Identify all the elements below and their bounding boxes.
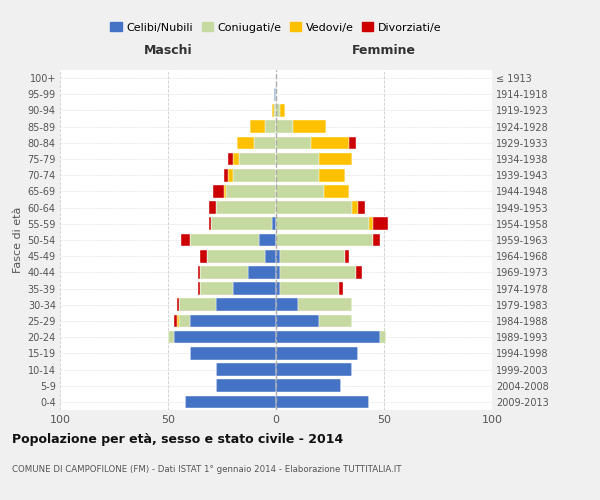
Bar	[215, 298, 276, 311]
Bar	[276, 185, 323, 198]
Bar	[274, 88, 276, 101]
Bar	[276, 120, 293, 133]
Bar	[323, 185, 349, 198]
Bar	[276, 152, 319, 166]
Bar	[209, 218, 211, 230]
Text: COMUNE DI CAMPOFILONE (FM) - Dati ISTAT 1° gennaio 2014 - Elaborazione TUTTITALI: COMUNE DI CAMPOFILONE (FM) - Dati ISTAT …	[12, 465, 401, 474]
Bar	[274, 104, 276, 117]
Bar	[280, 282, 338, 295]
Bar	[276, 380, 341, 392]
Bar	[276, 234, 373, 246]
Bar	[200, 250, 207, 262]
Bar	[215, 363, 276, 376]
Bar	[224, 169, 229, 181]
Bar	[175, 331, 276, 344]
Bar	[276, 104, 280, 117]
Bar	[298, 298, 352, 311]
Bar	[345, 250, 349, 262]
Bar	[276, 202, 352, 214]
Bar	[226, 185, 276, 198]
Bar	[319, 314, 352, 328]
Bar	[352, 202, 358, 214]
Bar	[211, 218, 272, 230]
Bar	[190, 234, 259, 246]
Bar	[276, 363, 352, 376]
Bar	[380, 331, 386, 344]
Bar	[239, 152, 276, 166]
Bar	[190, 347, 276, 360]
Bar	[349, 136, 356, 149]
Bar	[250, 120, 265, 133]
Bar	[214, 185, 224, 198]
Bar	[176, 314, 179, 328]
Bar	[276, 298, 298, 311]
Bar	[200, 282, 233, 295]
Bar	[229, 152, 233, 166]
Bar	[280, 266, 356, 278]
Bar	[233, 282, 276, 295]
Text: Maschi: Maschi	[143, 44, 193, 57]
Bar	[200, 266, 248, 278]
Bar	[373, 234, 380, 246]
Bar	[179, 298, 215, 311]
Bar	[276, 218, 369, 230]
Legend: Celibi/Nubili, Coniugati/e, Vedovi/e, Divorziati/e: Celibi/Nubili, Coniugati/e, Vedovi/e, Di…	[106, 18, 446, 37]
Bar	[175, 314, 176, 328]
Bar	[373, 218, 388, 230]
Bar	[259, 234, 276, 246]
Bar	[233, 169, 276, 181]
Bar	[338, 282, 343, 295]
Bar	[215, 202, 276, 214]
Bar	[276, 169, 319, 181]
Bar	[276, 266, 280, 278]
Bar	[209, 202, 215, 214]
Bar	[181, 234, 190, 246]
Bar	[185, 396, 276, 408]
Bar	[176, 298, 179, 311]
Text: Femmine: Femmine	[352, 44, 416, 57]
Bar	[276, 314, 319, 328]
Bar	[272, 218, 276, 230]
Bar	[215, 380, 276, 392]
Bar	[276, 396, 369, 408]
Bar	[237, 136, 254, 149]
Bar	[276, 331, 380, 344]
Bar	[248, 266, 276, 278]
Bar	[198, 282, 200, 295]
Bar	[280, 104, 284, 117]
Bar	[207, 250, 265, 262]
Bar	[319, 152, 352, 166]
Bar	[358, 202, 365, 214]
Bar	[276, 282, 280, 295]
Bar	[276, 347, 358, 360]
Bar	[276, 136, 311, 149]
Bar	[356, 266, 362, 278]
Y-axis label: Fasce di età: Fasce di età	[13, 207, 23, 273]
Bar	[293, 120, 326, 133]
Bar	[265, 120, 276, 133]
Text: Popolazione per età, sesso e stato civile - 2014: Popolazione per età, sesso e stato civil…	[12, 432, 343, 446]
Bar	[280, 250, 345, 262]
Bar	[311, 136, 349, 149]
Bar	[179, 314, 190, 328]
Bar	[272, 104, 274, 117]
Bar	[265, 250, 276, 262]
Bar	[168, 331, 175, 344]
Bar	[190, 314, 276, 328]
Bar	[319, 169, 345, 181]
Bar	[233, 152, 239, 166]
Bar	[254, 136, 276, 149]
Bar	[229, 169, 233, 181]
Bar	[224, 185, 226, 198]
Bar	[369, 218, 373, 230]
Bar	[276, 250, 280, 262]
Bar	[198, 266, 200, 278]
